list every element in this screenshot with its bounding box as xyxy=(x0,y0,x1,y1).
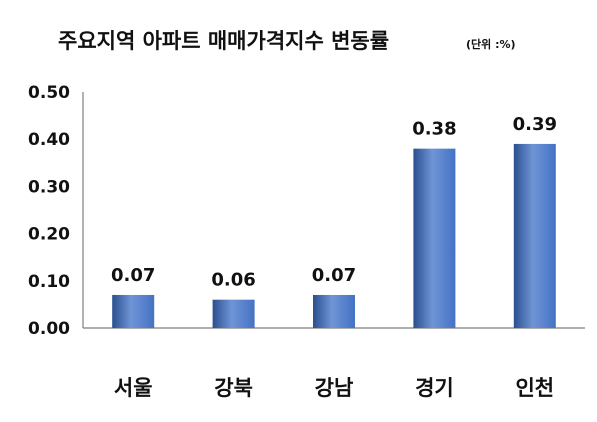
bar xyxy=(212,299,255,328)
bar-value-label: 0.06 xyxy=(211,270,255,291)
data-labels: 0.07 0.06 0.07 0.38 0.39 xyxy=(111,114,557,291)
y-tick-label: 0.00 xyxy=(28,319,70,339)
bars xyxy=(112,143,556,328)
x-tick-label: 인천 xyxy=(515,376,554,400)
y-tick-label: 0.20 xyxy=(28,225,70,245)
y-tick-label: 0.40 xyxy=(28,130,70,150)
bar-value-label: 0.07 xyxy=(312,265,356,286)
bar-value-label: 0.07 xyxy=(111,265,155,286)
chart-title: 주요지역 아파트 매매가격지수 변동률 (단위 :%) xyxy=(58,29,516,53)
x-tick-label: 강남 xyxy=(315,376,354,400)
bar xyxy=(413,148,456,328)
bar xyxy=(112,294,155,328)
chart-unit-note: (단위 :%) xyxy=(466,37,516,51)
y-tick-labels: 0.00 0.10 0.20 0.30 0.40 0.50 xyxy=(28,83,70,339)
chart-title-text: 주요지역 아파트 매매가격지수 변동률 xyxy=(58,29,389,53)
bar-value-label: 0.38 xyxy=(412,119,456,140)
bar xyxy=(513,143,556,328)
y-tick-label: 0.50 xyxy=(28,83,70,103)
y-tick-label: 0.10 xyxy=(28,272,70,292)
y-tick-label: 0.30 xyxy=(28,177,70,197)
x-tick-label: 서울 xyxy=(114,376,153,400)
x-tick-labels: 서울 강북 강남 경기 인천 xyxy=(114,376,554,400)
x-tick-label: 강북 xyxy=(214,376,253,400)
bar-value-label: 0.39 xyxy=(513,114,557,135)
x-tick-label: 경기 xyxy=(415,376,454,400)
bar xyxy=(313,294,355,328)
